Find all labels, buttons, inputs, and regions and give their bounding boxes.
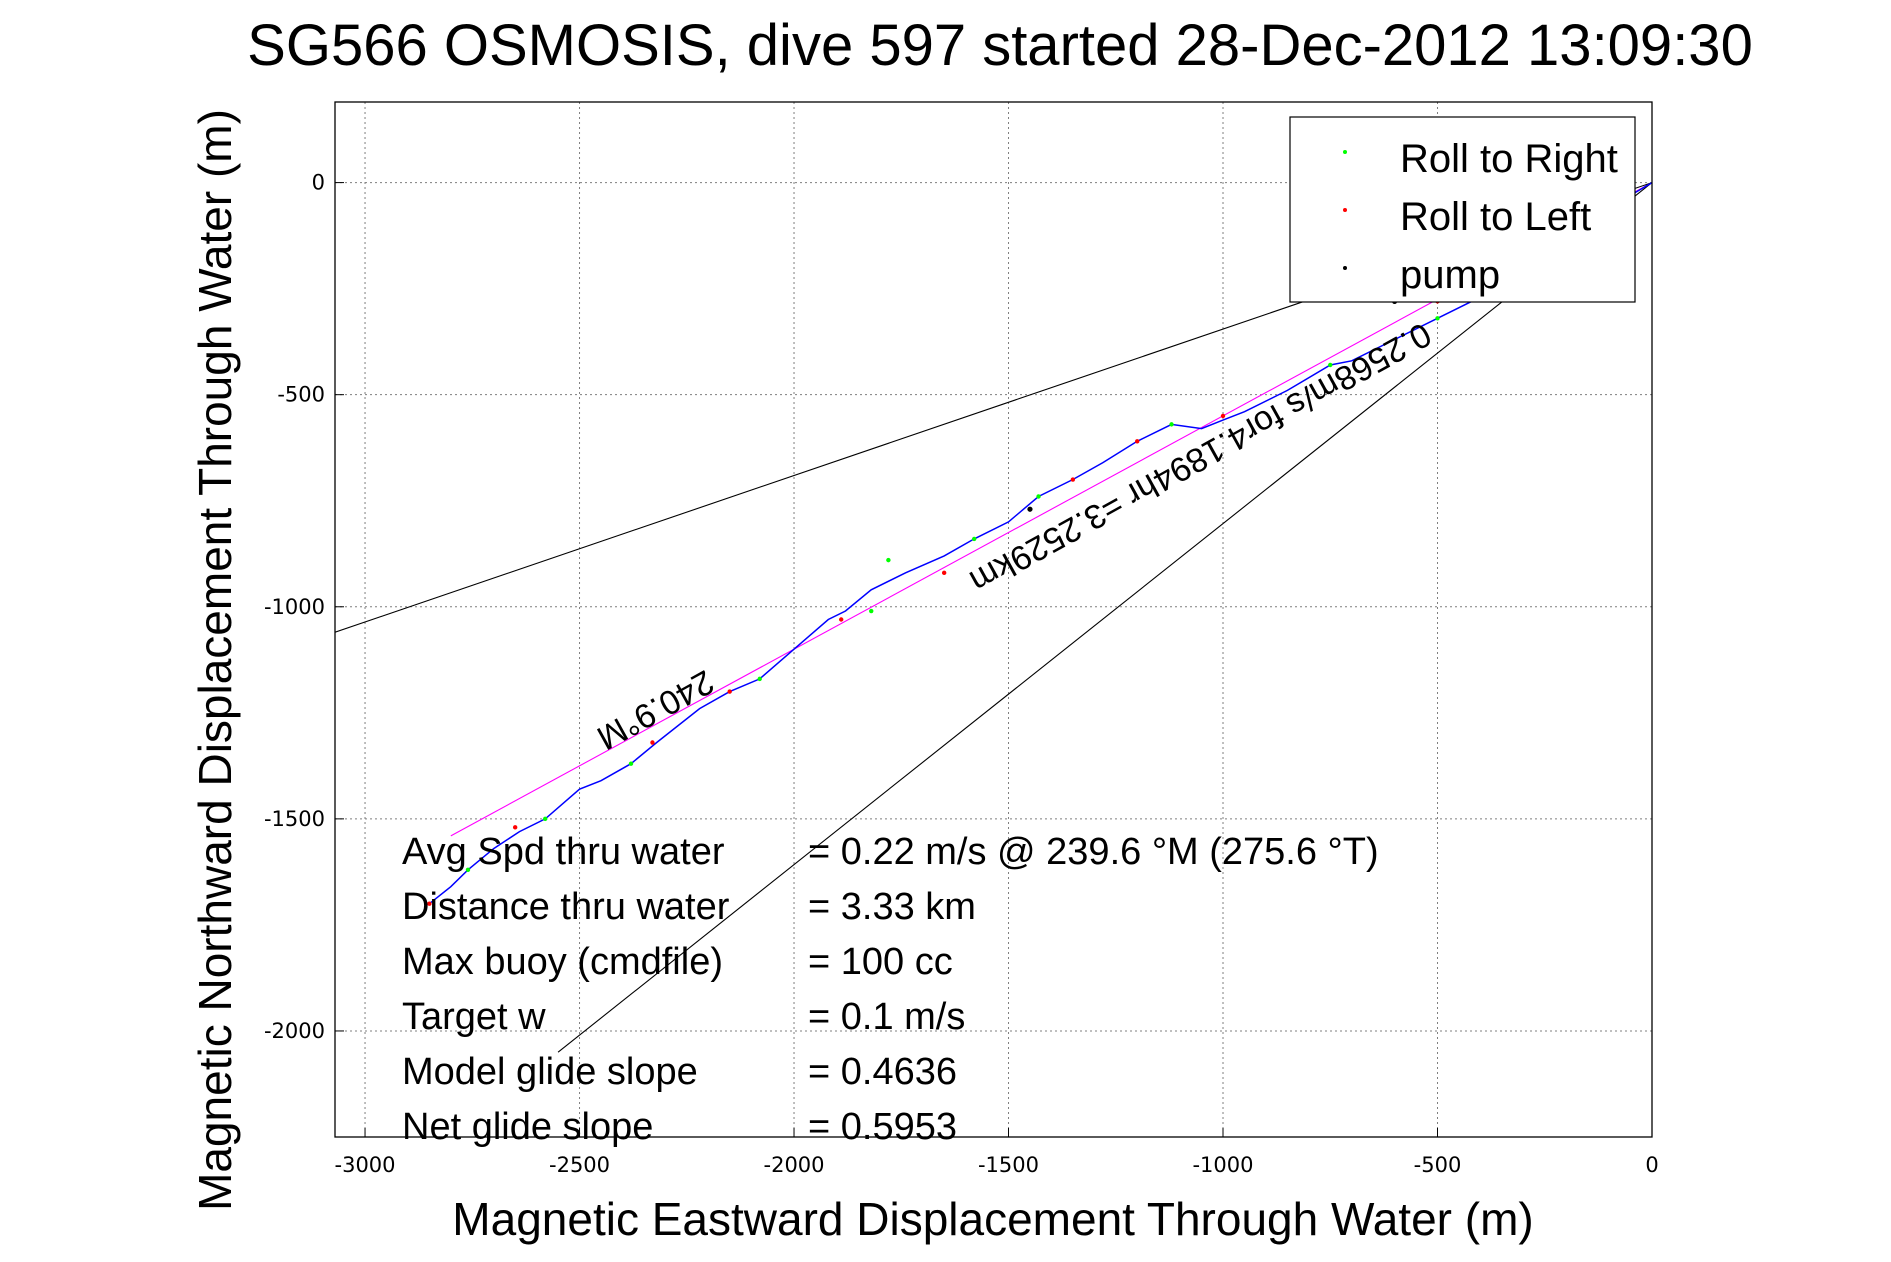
- legend-marker-roll-right: [1343, 150, 1347, 154]
- pump-point: [1027, 506, 1033, 512]
- grid: -3000 -2500 -2000 -1500 -1000 -500 0 0 -500 -1000…: [264, 102, 1659, 1177]
- roll-right-point: [1435, 316, 1440, 321]
- roll-right-point: [543, 816, 548, 822]
- stat-label: Avg Spd thru water: [402, 831, 725, 873]
- legend-marker-roll-left: [1343, 208, 1347, 212]
- roll-left-point: [427, 901, 432, 906]
- roll-left-point: [1070, 477, 1076, 482]
- roll-left-point: [941, 570, 947, 576]
- x-tick-label: -1500: [978, 1153, 1039, 1177]
- legend-label-pump: pump: [1400, 253, 1500, 297]
- stats-block: Avg Spd thru water = 0.22 m/s @ 239.6 °M…: [402, 831, 1379, 1148]
- y-tick-label: -1500: [264, 807, 325, 831]
- stat-value: = 0.1 m/s: [808, 996, 965, 1038]
- roll-right-point: [886, 557, 891, 563]
- roll-right-point: [869, 608, 874, 614]
- roll-right-point: [971, 536, 977, 542]
- roll-right-point: [1328, 362, 1333, 368]
- stat-value: = 0.5953: [808, 1106, 957, 1148]
- stat-value: = 3.33 km: [808, 886, 976, 928]
- legend: Roll to Right Roll to Left pump: [1289, 116, 1636, 303]
- y-tick-label: -1000: [264, 595, 325, 619]
- roll-right-point: [465, 867, 471, 872]
- stat-label: Target w: [402, 996, 546, 1038]
- roll-left-point: [1135, 439, 1140, 444]
- y-tick-label: -500: [277, 383, 325, 407]
- stat-value: = 0.4636: [808, 1051, 957, 1093]
- roll-left-point: [727, 689, 732, 694]
- x-tick-label: -500: [1414, 1153, 1462, 1177]
- legend-marker-pump: [1343, 266, 1347, 270]
- reference-line-bound-lower: [557, 182, 1652, 1053]
- roll-right-point: [628, 761, 634, 766]
- roll-left-point: [839, 617, 844, 622]
- roll-right-point: [1036, 494, 1041, 499]
- x-axis-label: Magnetic Eastward Displacement Through W…: [452, 1193, 1533, 1245]
- legend-label-roll-right: Roll to Right: [1400, 137, 1618, 181]
- stat-label: Distance thru water: [402, 886, 730, 928]
- track-summary-annotation: 0.2568m/s for4.1894hr =3.2529km: [963, 315, 1437, 601]
- x-tick-label: -3000: [335, 1153, 396, 1177]
- roll-right-point: [757, 676, 762, 682]
- legend-label-roll-left: Roll to Left: [1400, 195, 1591, 239]
- y-axis-label: Magnetic Northward Displacement Through …: [189, 109, 241, 1211]
- roll-left-point: [512, 825, 518, 830]
- y-tick-label: -2000: [264, 1019, 325, 1043]
- stat-label: Model glide slope: [402, 1051, 698, 1093]
- legend-box: [1289, 116, 1636, 303]
- stat-label: Max buoy (cmdfile): [402, 941, 723, 983]
- x-tick-label: -2000: [764, 1153, 825, 1177]
- stat-label: Net glide slope: [402, 1106, 653, 1148]
- x-tick-label: 0: [1645, 1153, 1658, 1177]
- x-tick-label: -1000: [1192, 1153, 1253, 1177]
- y-tick-label: 0: [312, 171, 325, 195]
- x-tick-label: -2500: [549, 1153, 610, 1177]
- roll-right-point: [1169, 422, 1174, 427]
- axes-box: [334, 101, 1653, 1138]
- roll-left-point: [1220, 413, 1226, 419]
- stat-value: = 0.22 m/s @ 239.6 °M (275.6 °T): [808, 831, 1379, 873]
- chart-title: SG566 OSMOSIS, dive 597 started 28-Dec-2…: [247, 13, 1753, 78]
- stat-value: = 100 cc: [808, 941, 953, 983]
- roll-left-point: [650, 740, 655, 745]
